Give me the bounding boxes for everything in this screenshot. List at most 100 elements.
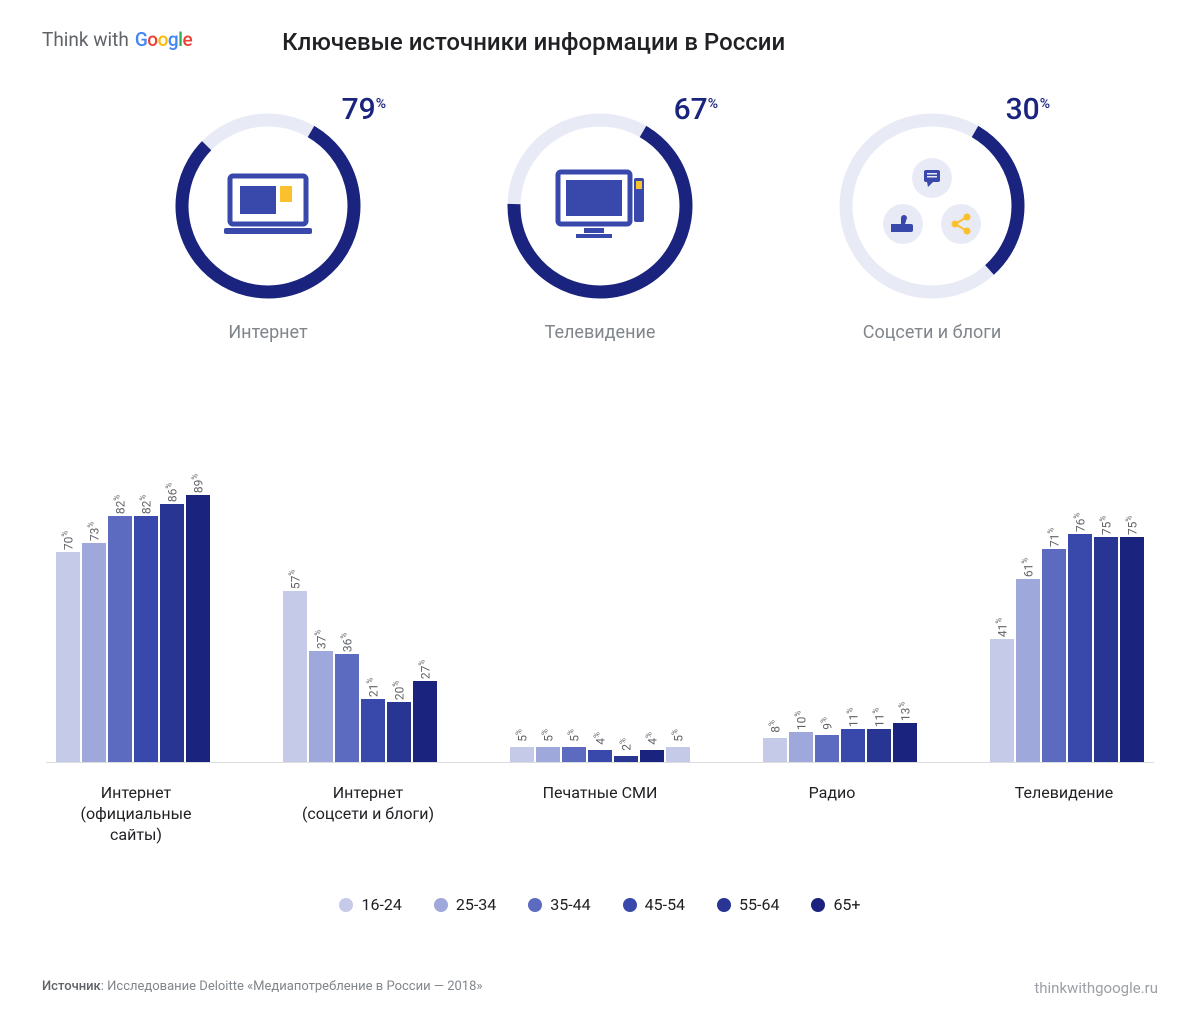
legend-swatch-icon bbox=[717, 898, 731, 912]
bar-value: 89% bbox=[191, 474, 206, 493]
source-text: : Исследование Deloitte «Медиапотреблени… bbox=[101, 979, 483, 994]
donut-percent: 30% bbox=[1006, 92, 1050, 127]
bar-value: 11% bbox=[846, 708, 861, 727]
header: Think with Google Ключевые источники инф… bbox=[42, 28, 1158, 56]
donut-wrap: 79% bbox=[168, 106, 368, 306]
bar-value: 75% bbox=[1099, 516, 1114, 535]
source-label: Источник bbox=[42, 979, 101, 994]
legend-swatch-icon bbox=[339, 898, 353, 912]
bar-value: 57% bbox=[288, 570, 303, 589]
bar-value: 10% bbox=[794, 711, 809, 730]
bar-value: 36% bbox=[340, 633, 355, 652]
legend-swatch-icon bbox=[623, 898, 637, 912]
legend-item: 16-24 bbox=[339, 895, 401, 914]
bar-value: 2% bbox=[619, 738, 634, 751]
bar: 82% bbox=[134, 516, 158, 762]
bar-value: 41% bbox=[995, 618, 1010, 637]
bar-value: 13% bbox=[898, 702, 913, 721]
bar-value: 21% bbox=[366, 678, 381, 697]
bar-value: 86% bbox=[165, 483, 180, 502]
brand-logo: Think with Google bbox=[42, 28, 192, 51]
legend-label: 35-44 bbox=[550, 895, 590, 914]
bar: 5% bbox=[510, 747, 534, 762]
legend-item: 55-64 bbox=[717, 895, 779, 914]
bar: 5% bbox=[562, 747, 586, 762]
legend-label: 55-64 bbox=[739, 895, 779, 914]
bar: 27% bbox=[413, 681, 437, 762]
donut-percent: 67% bbox=[674, 92, 718, 127]
footer: Источник: Исследование Deloitte «Медиапо… bbox=[42, 979, 1158, 997]
legend-item: 35-44 bbox=[528, 895, 590, 914]
bar: 75% bbox=[1094, 537, 1118, 762]
bar-group: 8%10%9%11%11%13% bbox=[763, 723, 917, 762]
bar-group-label: Печатные СМИ bbox=[520, 783, 680, 845]
legend-label: 25-34 bbox=[456, 895, 496, 914]
legend-swatch-icon bbox=[528, 898, 542, 912]
bar: 75% bbox=[1120, 537, 1144, 762]
bar: 13% bbox=[893, 723, 917, 762]
bar-value: 70% bbox=[61, 531, 76, 550]
bar-value: 61% bbox=[1021, 558, 1036, 577]
bar: 76% bbox=[1068, 534, 1092, 762]
bar-value: 4% bbox=[645, 732, 660, 745]
bar: 4% bbox=[588, 750, 612, 762]
bar-value: 76% bbox=[1073, 513, 1088, 532]
page-title: Ключевые источники информации в России bbox=[282, 28, 785, 56]
bar-labels-row: Интернет(официальные сайты) Интернет(соцс… bbox=[46, 783, 1154, 845]
bar-value: 82% bbox=[139, 495, 154, 514]
bar: 86% bbox=[160, 504, 184, 762]
legend-swatch-icon bbox=[811, 898, 825, 912]
legend-item: 45-54 bbox=[623, 895, 685, 914]
bar: 5% bbox=[536, 747, 560, 762]
bar: 11% bbox=[841, 729, 865, 762]
bar: 20% bbox=[387, 702, 411, 762]
bar-chart: 70%73%82%82%86%89%57%37%36%21%20%27%5%5%… bbox=[46, 403, 1154, 763]
bar: 4% bbox=[640, 750, 664, 762]
donut-item: 30% Соцсети и блоги bbox=[832, 106, 1032, 343]
donut-label: Соцсети и блоги bbox=[863, 322, 1001, 343]
bar: 10% bbox=[789, 732, 813, 762]
bar-group: 41%61%71%76%75%75% bbox=[990, 534, 1144, 762]
donut-label: Интернет bbox=[228, 322, 307, 343]
donut-row: 79% Интернет 67% bbox=[42, 106, 1158, 343]
bar-value: 11% bbox=[872, 708, 887, 727]
bar-value: 73% bbox=[87, 522, 102, 541]
source-line: Источник: Исследование Deloitte «Медиапо… bbox=[42, 979, 483, 997]
bar: 5% bbox=[666, 747, 690, 762]
legend-label: 45-54 bbox=[645, 895, 685, 914]
bar: 73% bbox=[82, 543, 106, 762]
donut-item: 67% Телевидение bbox=[500, 106, 700, 343]
bar-group-label: Телевидение bbox=[984, 783, 1144, 845]
bar-value: 71% bbox=[1047, 528, 1062, 547]
donut-label: Телевидение bbox=[545, 322, 656, 343]
bar: 21% bbox=[361, 699, 385, 762]
donut-wrap: 30% bbox=[832, 106, 1032, 306]
brand-prefix: Think with bbox=[42, 28, 129, 51]
bar: 11% bbox=[867, 729, 891, 762]
legend-label: 65+ bbox=[833, 895, 860, 914]
tv-icon bbox=[554, 168, 646, 244]
bar-group: 5%5%5%4%2%4%5% bbox=[510, 747, 690, 762]
bar-group-label: Интернет(официальные сайты) bbox=[56, 783, 216, 845]
donut-percent: 79% bbox=[342, 92, 386, 127]
bar: 82% bbox=[108, 516, 132, 762]
bar-value: 75% bbox=[1125, 516, 1140, 535]
donut-item: 79% Интернет bbox=[168, 106, 368, 343]
bar-value: 8% bbox=[768, 720, 783, 733]
bar-group: 57%37%36%21%20%27% bbox=[283, 591, 437, 762]
bar: 61% bbox=[1016, 579, 1040, 762]
bar-group-label: Интернет(соцсети и блоги) bbox=[288, 783, 448, 845]
legend-label: 16-24 bbox=[361, 895, 401, 914]
bar: 89% bbox=[186, 495, 210, 762]
bar-value: 9% bbox=[820, 717, 835, 730]
bar-value: 5% bbox=[567, 729, 582, 742]
bar-group: 70%73%82%82%86%89% bbox=[56, 495, 210, 762]
bar: 57% bbox=[283, 591, 307, 762]
bar: 2% bbox=[614, 756, 638, 762]
bar-value: 37% bbox=[314, 630, 329, 649]
bar: 9% bbox=[815, 735, 839, 762]
bar: 36% bbox=[335, 654, 359, 762]
bar-group-label: Радио bbox=[752, 783, 912, 845]
google-wordmark: Google bbox=[135, 28, 192, 51]
legend-item: 65+ bbox=[811, 895, 860, 914]
